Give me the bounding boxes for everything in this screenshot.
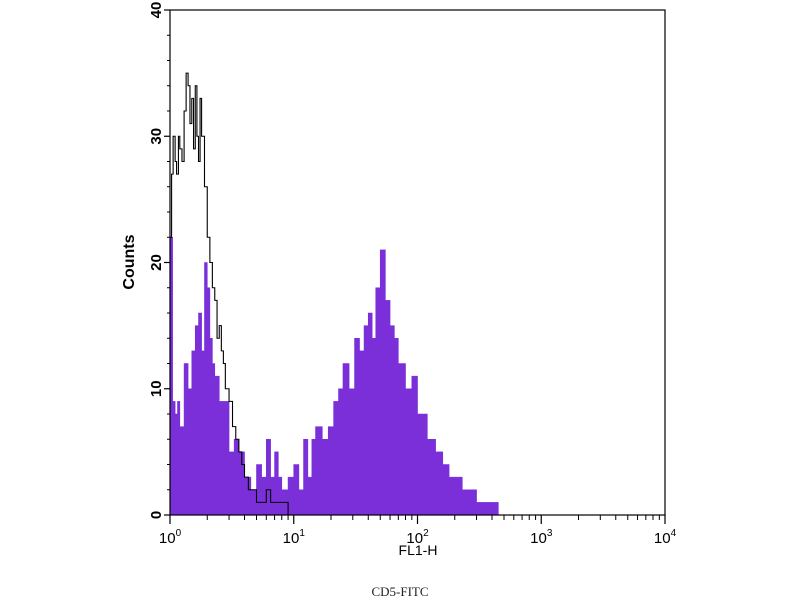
y-tick-label: 10 [148, 380, 165, 397]
y-tick-label: 20 [148, 254, 165, 271]
figure-caption: CD5-FITC [371, 584, 429, 599]
y-axis: 0 10 20 30 40 [148, 2, 170, 519]
y-tick-label: 0 [148, 511, 165, 519]
x-axis: 100 101 102 103 104 [159, 515, 677, 547]
x-tick-label: 102 [406, 528, 429, 547]
x-tick-label: 101 [283, 528, 306, 547]
x-tick-label: 100 [159, 528, 182, 547]
series-filled-histogram [169, 236, 502, 516]
series-outline-histogram [170, 72, 297, 516]
x-axis-label: FL1-H [399, 542, 438, 558]
y-axis-label: Counts [121, 234, 138, 289]
y-tick-label: 30 [148, 128, 165, 145]
x-tick-label: 104 [654, 528, 677, 547]
x-tick-label: 103 [530, 528, 553, 547]
series-layer [169, 72, 502, 516]
y-tick-label: 40 [148, 2, 165, 19]
